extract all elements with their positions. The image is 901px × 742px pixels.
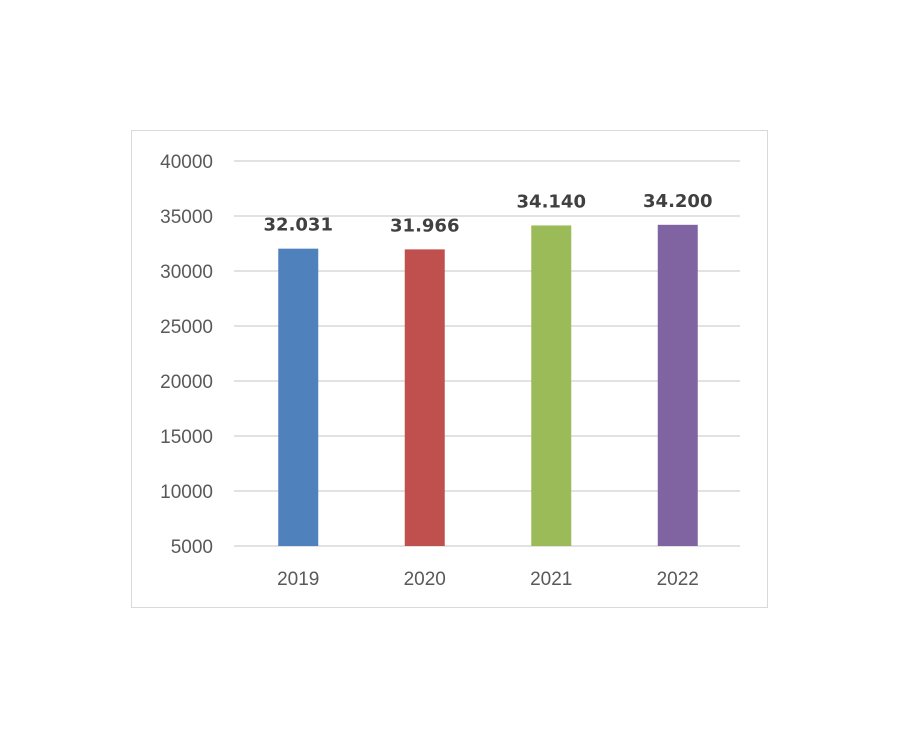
- y-tick-label-10000: 10000: [160, 482, 213, 503]
- x-category-label-2021: 2021: [530, 569, 572, 590]
- bar-2019: [278, 248, 319, 546]
- x-category-label-2019: 2019: [277, 569, 319, 590]
- x-category-label-2022: 2022: [657, 569, 699, 590]
- data-label-2020: 31.966: [390, 215, 459, 236]
- y-tick-label-5000: 5000: [171, 537, 213, 558]
- data-labels: 32.031 31.966 34.140 34.200: [264, 191, 713, 237]
- bar-2022: [657, 224, 698, 547]
- x-axis-category-labels: 2019 2020 2021 2022: [277, 569, 699, 590]
- y-tick-label-40000: 40000: [160, 152, 213, 173]
- bars: [278, 224, 698, 547]
- data-label-2022: 34.200: [643, 191, 712, 212]
- gridlines: [234, 160, 740, 547]
- bar-2021: [531, 225, 572, 546]
- data-label-2021: 34.140: [517, 191, 586, 212]
- y-axis-tick-labels: 5000 10000 15000 20000 25000 30000 35000 40000: [160, 152, 213, 558]
- y-tick-label-20000: 20000: [160, 372, 213, 393]
- bar-2020: [404, 249, 445, 546]
- y-tick-label-30000: 30000: [160, 262, 213, 283]
- y-tick-label-15000: 15000: [160, 427, 213, 448]
- data-label-2019: 32.031: [264, 215, 333, 236]
- y-tick-label-25000: 25000: [160, 317, 213, 338]
- y-tick-label-35000: 35000: [160, 207, 213, 228]
- x-category-label-2020: 2020: [404, 569, 446, 590]
